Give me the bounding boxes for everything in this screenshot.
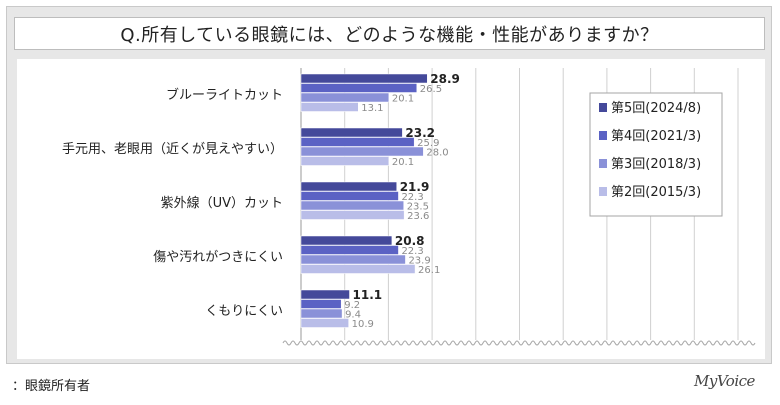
data-label: 10.9 (352, 319, 374, 330)
bar (300, 73, 428, 84)
legend-swatch (599, 187, 607, 196)
data-label: 23.5 (407, 202, 429, 213)
data-label: 9.2 (344, 300, 360, 311)
category-label: 傷や汚れがつきにくい (153, 250, 283, 265)
bar (300, 289, 350, 300)
bar (300, 245, 399, 255)
bar (300, 92, 390, 103)
data-label: 25.9 (417, 138, 439, 149)
bar (300, 318, 349, 328)
chart-title: Q.所有している眼鏡には、どのような機能・性能がありますか？ (14, 17, 765, 50)
legend-swatch (599, 131, 607, 140)
legend-label: 第5回(2024/8) (611, 101, 701, 116)
data-label: 26.1 (418, 265, 440, 276)
legend-label: 第2回(2015/3) (611, 185, 701, 200)
bar (300, 191, 399, 201)
bar (300, 235, 393, 246)
category-label: 紫外線（UV）カット (161, 195, 283, 211)
data-label: 26.5 (420, 84, 442, 95)
data-label: 22.3 (401, 192, 423, 203)
data-label: 23.2 (405, 126, 435, 140)
data-label: 20.8 (395, 234, 425, 248)
data-label: 23.6 (407, 211, 429, 222)
bar (300, 200, 404, 211)
legend-label: 第4回(2021/3) (611, 129, 701, 144)
data-label: 21.9 (400, 180, 430, 194)
category-label: 手元用、老眼用（近くが見えやすい） (62, 142, 283, 157)
bar (300, 299, 342, 309)
bar (300, 156, 390, 166)
bar (300, 83, 418, 93)
legend-swatch (599, 103, 607, 112)
category-label: くもりにくい (205, 304, 283, 319)
category-label: ブルーライトカット (166, 87, 283, 103)
bar (300, 127, 403, 138)
data-label: 22.3 (401, 246, 423, 257)
bar (300, 308, 343, 319)
data-label: 20.1 (392, 94, 414, 105)
data-label: 28.9 (430, 72, 460, 86)
bar (300, 210, 405, 220)
data-label: 20.1 (392, 157, 414, 168)
bar (300, 146, 424, 157)
data-label: 11.1 (353, 288, 383, 302)
bar (300, 102, 359, 112)
data-label: 9.4 (345, 310, 361, 321)
bar (300, 137, 415, 147)
legend-box (589, 92, 723, 217)
data-label: 23.9 (408, 256, 430, 267)
bar (300, 264, 416, 274)
data-label: 28.0 (426, 148, 448, 159)
brand-logo: MyVoice (694, 372, 755, 390)
bar (300, 181, 397, 192)
bar (300, 254, 406, 265)
legend-label: 第3回(2018/3) (611, 157, 701, 172)
axis-break-wave (282, 340, 756, 346)
legend-swatch (599, 159, 607, 168)
footnote: ：眼鏡所有者 (12, 379, 91, 394)
data-label: 13.1 (361, 103, 383, 114)
